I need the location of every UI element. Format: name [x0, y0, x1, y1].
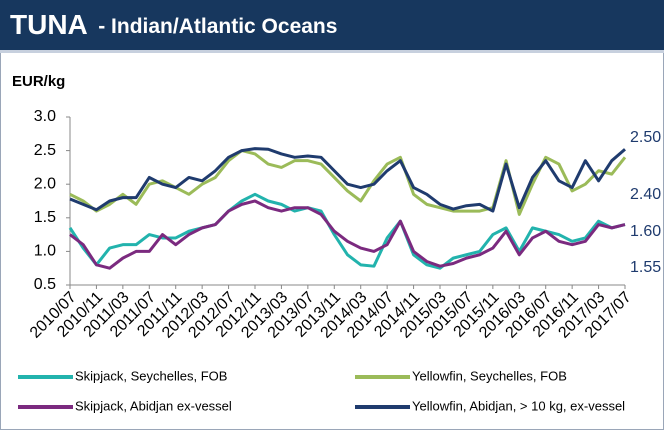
series-line [69, 147, 626, 213]
legend-label: Yellowfin, Abidjan, > 10 kg, ex-vessel [412, 398, 625, 413]
y-tick-label: 1.0 [34, 243, 56, 260]
end-value-label: 2.40 [630, 186, 661, 203]
header-bar [0, 0, 664, 50]
y-tick-label: 3.0 [34, 108, 56, 125]
end-value-label: 1.55 [630, 259, 661, 276]
end-value-label: 2.50 [630, 129, 661, 146]
end-value-label: 1.60 [630, 223, 661, 240]
chart-subtitle: - Indian/Atlantic Oceans [98, 15, 337, 38]
legend-label: Skipjack, Seychelles, FOB [75, 368, 227, 383]
y-axis-label: EUR/kg [12, 73, 65, 90]
y-tick-label: 1.5 [34, 209, 56, 226]
y-tick-label: 2.0 [34, 175, 56, 192]
y-tick-label: 0.5 [34, 276, 56, 293]
series-line [68, 192, 626, 270]
series-line [69, 199, 626, 270]
header-text: TUNA - Indian/Atlantic Oceans [10, 9, 337, 40]
series-line [69, 149, 627, 216]
header-rule [0, 50, 664, 53]
chart-title: TUNA [10, 9, 88, 40]
legend-label: Skipjack, Abidjan ex-vessel [75, 398, 232, 413]
y-tick-label: 2.5 [34, 142, 56, 159]
legend-label: Yellowfin, Seychelles, FOB [412, 368, 567, 383]
